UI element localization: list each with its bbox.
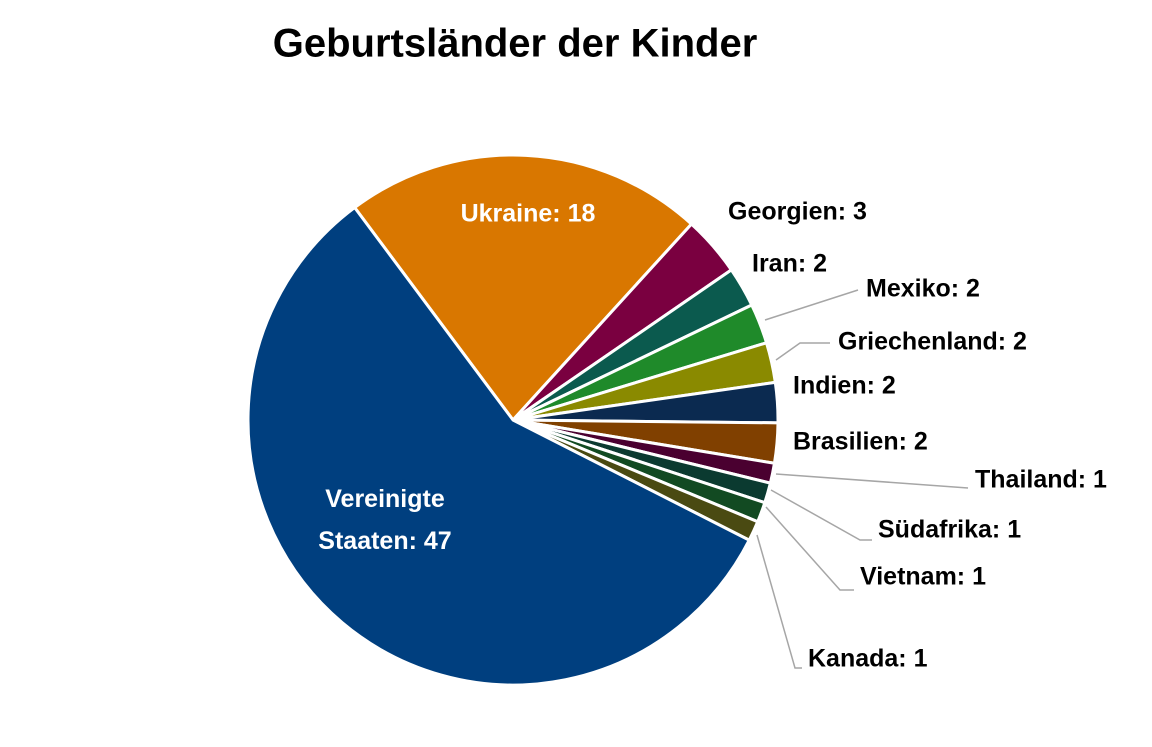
data-label: Mexiko: 2 — [866, 275, 980, 303]
data-label: Brasilien: 2 — [793, 428, 928, 456]
data-label: Iran: 2 — [752, 250, 827, 278]
data-label: Indien: 2 — [793, 372, 896, 400]
data-label: Thailand: 1 — [975, 466, 1107, 494]
data-label: Südafrika: 1 — [878, 516, 1021, 544]
data-label: Kanada: 1 — [808, 645, 928, 673]
data-label: Georgien: 3 — [728, 198, 867, 226]
data-label: Ukraine: 18 — [461, 200, 596, 228]
leader-line — [775, 342, 830, 361]
data-label: Vereinigte Staaten: 47 — [318, 485, 452, 555]
chart-title: Geburtsländer der Kinder — [273, 22, 758, 66]
data-label: Vietnam: 1 — [860, 563, 986, 591]
leader-line — [756, 534, 802, 669]
leader-line — [764, 289, 859, 321]
leader-line — [765, 506, 854, 591]
leader-line — [770, 489, 872, 541]
leader-line — [775, 473, 969, 489]
pie-slice — [246, 205, 752, 687]
pie-slice — [352, 153, 694, 423]
data-label: Griechenland: 2 — [838, 328, 1027, 356]
